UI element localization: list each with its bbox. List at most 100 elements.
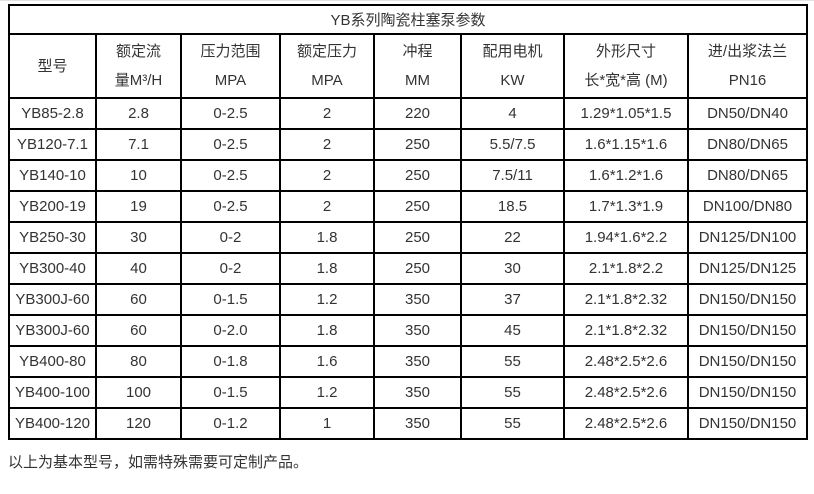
column-header-line2: 量M³/H: [114, 72, 163, 89]
table-cell: DN50/DN40: [686, 97, 809, 130]
table-cell: DN150/DN150: [686, 314, 809, 347]
table-cell: 0-1.5: [180, 283, 281, 316]
table-cell: 0-1.2: [180, 407, 281, 440]
table-cell: 350: [373, 407, 462, 440]
column-header-7: 外形尺寸 长*宽*高 (M): [563, 33, 689, 99]
table-cell: DN125/DN100: [686, 221, 809, 254]
table-cell: 7.1: [95, 128, 182, 161]
table-cell: 1.6: [279, 345, 375, 378]
table-cell: 350: [373, 314, 462, 347]
table-body: YB85-2.8 2.8 0-2.5 2 220 4 1.29*1.05*1.5 DN50/D…: [8, 97, 809, 440]
table-cell: 100: [95, 376, 182, 409]
table-cell: 2.48*2.5*2.6: [563, 376, 689, 409]
column-header-line2: MPA: [311, 72, 343, 89]
table-row: YB120-7.1 7.1 0-2.5 2 250 5.5/7.5 1.6*1.15*1.6…: [8, 128, 809, 161]
column-header-line2: PN16: [728, 72, 767, 89]
table-cell: 0-2: [180, 252, 281, 285]
table-cell: 7.5/11: [460, 159, 565, 192]
table-cell: 30: [95, 221, 182, 254]
column-header-8: 进/出浆法兰 PN16: [686, 33, 809, 99]
table-cell: 0-2.5: [180, 159, 281, 192]
table-cell: 250: [373, 252, 462, 285]
table-cell: 45: [460, 314, 565, 347]
table-cell: 10: [95, 159, 182, 192]
table-cell: YB300J-60: [8, 314, 97, 347]
table-row: YB200-19 19 0-2.5 2 250 18.5 1.7*1.3*1.9 DN100/…: [8, 190, 809, 223]
table-cell: DN100/DN80: [686, 190, 809, 223]
column-header-line1: 额定流: [115, 43, 161, 60]
column-header-line1: 压力范围: [200, 43, 261, 60]
table-cell: YB300J-60: [8, 283, 97, 316]
pump-spec-table: YB系列陶瓷柱塞泵参数 型号 额定流 量M³/H 压力范围 MPA 额定压力 MPA 冲程 MM…: [7, 4, 809, 440]
column-header-line2: MM: [405, 72, 430, 89]
table-cell: 1.2: [279, 376, 375, 409]
column-header-line1: 配用电机: [482, 43, 543, 60]
table-cell: 120: [95, 407, 182, 440]
table-cell: 0-1.5: [180, 376, 281, 409]
table-cell: 0-2.0: [180, 314, 281, 347]
table-cell: 2: [279, 159, 375, 192]
table-cell: 250: [373, 221, 462, 254]
table-cell: YB400-120: [8, 407, 97, 440]
table-row: YB400-100 100 0-1.5 1.2 350 55 2.48*2.5*2.6 DN1…: [8, 376, 809, 409]
table-cell: 37: [460, 283, 565, 316]
table-header-row: 型号 额定流 量M³/H 压力范围 MPA 额定压力 MPA 冲程 MM 配用电机 KW 外形尺寸 长*…: [8, 33, 809, 99]
table-cell: DN80/DN65: [686, 159, 809, 192]
table-cell: 30: [460, 252, 565, 285]
table-cell: 2.1*1.8*2.32: [563, 314, 689, 347]
table-cell: 250: [373, 159, 462, 192]
table-cell: DN80/DN65: [686, 128, 809, 161]
table-cell: 5.5/7.5: [460, 128, 565, 161]
table-cell: YB140-10: [8, 159, 97, 192]
column-header-4: 额定压力 MPA: [279, 33, 375, 99]
table-cell: 2: [279, 97, 375, 130]
column-header-line1: 额定压力: [296, 43, 357, 60]
table-cell: 55: [460, 345, 565, 378]
table-cell: DN150/DN150: [686, 283, 809, 316]
table-cell: 2.8: [95, 97, 182, 130]
table-cell: 2.48*2.5*2.6: [563, 345, 689, 378]
table-cell: 0-2: [180, 221, 281, 254]
table-cell: 350: [373, 376, 462, 409]
table-cell: 55: [460, 407, 565, 440]
table-cell: 2: [279, 128, 375, 161]
table-cell: 1.6*1.15*1.6: [563, 128, 689, 161]
table-cell: 1.8: [279, 221, 375, 254]
table-cell: 60: [95, 283, 182, 316]
table-cell: YB200-19: [8, 190, 97, 223]
table-title-row: YB系列陶瓷柱塞泵参数: [7, 4, 809, 35]
table-row: YB300J-60 60 0-2.0 1.8 350 45 2.1*1.8*2.32 DN15…: [8, 314, 809, 347]
table-cell: 2.48*2.5*2.6: [563, 407, 689, 440]
table-cell: 1.8: [279, 314, 375, 347]
table-cell: 19: [95, 190, 182, 223]
table-row: YB140-10 10 0-2.5 2 250 7.5/11 1.6*1.2*1.6 DN80…: [8, 159, 809, 192]
table-row: YB300J-60 60 0-1.5 1.2 350 37 2.1*1.8*2.32 DN15…: [8, 283, 809, 316]
table-cell: 1.94*1.6*2.2: [563, 221, 689, 254]
column-header-line1: 冲程: [402, 43, 433, 60]
footnote: 以上为基本型号，如需特殊需要可定制产品。: [8, 454, 309, 471]
table-cell: DN150/DN150: [686, 376, 809, 409]
column-header-line2: 长*宽*高 (M): [584, 72, 668, 89]
table-cell: 80: [95, 345, 182, 378]
column-header-6: 配用电机 KW: [460, 33, 565, 99]
table-cell: 2.1*1.8*2.32: [563, 283, 689, 316]
table-cell: 55: [460, 376, 565, 409]
table-cell: YB400-80: [8, 345, 97, 378]
table-cell: 40: [95, 252, 182, 285]
table-row: YB300-40 40 0-2 1.8 250 30 2.1*1.8*2.2 DN125/DN…: [8, 252, 809, 285]
table-cell: 4: [460, 97, 565, 130]
table-cell: YB250-30: [8, 221, 97, 254]
column-header-2: 额定流量M³/H: [95, 33, 182, 99]
table-cell: 350: [373, 283, 462, 316]
table-cell: DN150/DN150: [686, 407, 809, 440]
table-cell: 60: [95, 314, 182, 347]
table-row: YB85-2.8 2.8 0-2.5 2 220 4 1.29*1.05*1.5 DN50/D…: [8, 97, 809, 130]
table-cell: YB400-100: [8, 376, 97, 409]
table-cell: 250: [373, 128, 462, 161]
table-cell: 22: [460, 221, 565, 254]
column-header-line2: MPA: [214, 72, 247, 89]
table-cell: 1.29*1.05*1.5: [563, 97, 689, 130]
table-cell: 0-1.8: [180, 345, 281, 378]
column-header-1: 型号: [8, 33, 97, 99]
